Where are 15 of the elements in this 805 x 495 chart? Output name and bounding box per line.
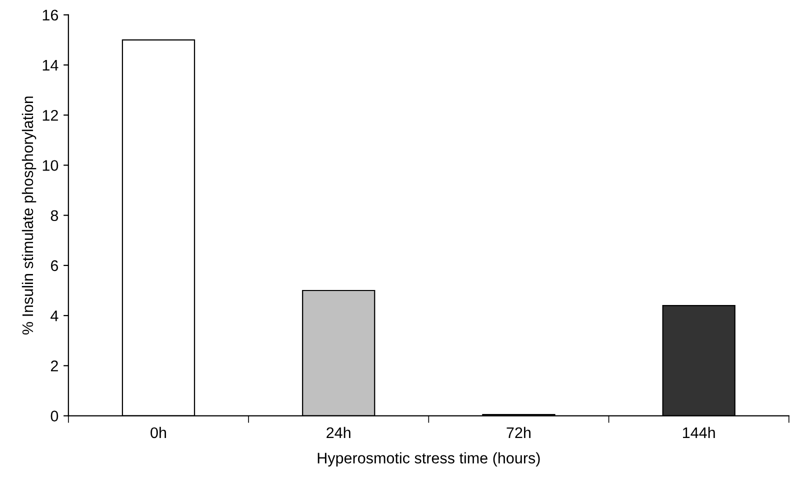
- x-tick-label: 24h: [326, 426, 350, 438]
- x-axis-title: Hyperosmotic stress time (hours): [318, 452, 540, 467]
- x-tick-label: 0h: [150, 426, 166, 438]
- y-tick-label: 14: [42, 60, 58, 71]
- y-tick-label: 10: [42, 160, 58, 171]
- y-tick-label: 2: [50, 360, 58, 372]
- y-tick-label: 16: [42, 10, 58, 21]
- y-tick-label: 6: [50, 260, 58, 272]
- x-tick-label: 144h: [683, 426, 715, 438]
- x-tick-label: 72h: [506, 426, 530, 438]
- y-tick-label: 12: [42, 110, 58, 121]
- y-axis-title: % Insulin stimulate phosphorylation: [22, 96, 36, 335]
- y-tick-label: 4: [50, 310, 58, 322]
- y-tick-label: 8: [50, 210, 58, 222]
- y-tick-label: 0: [50, 410, 58, 422]
